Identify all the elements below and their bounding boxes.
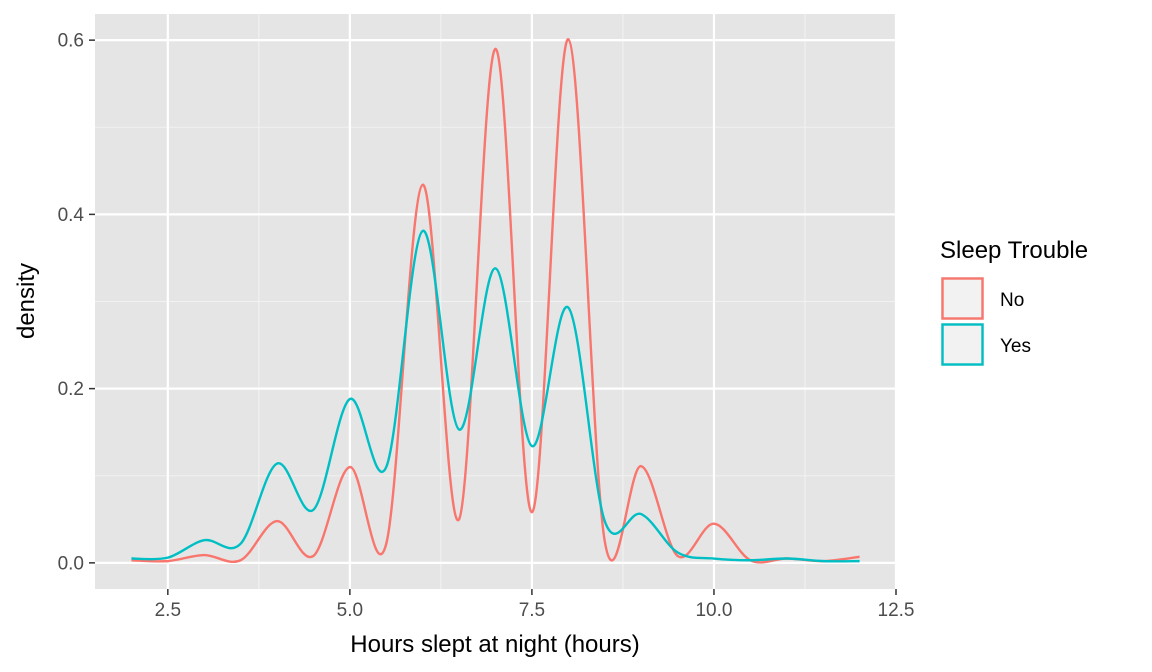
minor-grid	[95, 14, 896, 589]
y-tick-label: 0.6	[58, 31, 84, 52]
x-axis: 2.5 5.0 7.5 10.0 12.5	[155, 589, 915, 621]
legend-label: No	[1000, 290, 1024, 311]
legend: Sleep Trouble No Yes	[940, 237, 1088, 366]
legend-label: Yes	[1000, 336, 1031, 357]
x-tick-label: 12.5	[878, 600, 915, 621]
x-tick-label: 10.0	[695, 600, 732, 621]
y-axis-title: density	[13, 263, 40, 339]
density-line-no	[131, 38, 860, 564]
major-grid	[95, 14, 898, 589]
y-tick-label: 0.2	[58, 379, 84, 400]
y-tick-label: 0.4	[58, 205, 85, 226]
legend-key	[941, 323, 984, 366]
series-lines	[131, 38, 860, 564]
legend-title: Sleep Trouble	[940, 237, 1088, 264]
legend-key	[941, 277, 984, 320]
density-line-yes	[131, 229, 860, 563]
legend-item-yes: Yes	[941, 323, 1031, 366]
x-tick-label: 2.5	[155, 600, 181, 621]
y-tick-label: 0.0	[58, 553, 84, 574]
x-tick-label: 5.0	[337, 600, 363, 621]
legend-key-background	[941, 323, 984, 366]
legend-item-no: No	[941, 277, 1024, 320]
y-axis: 0.0 0.2 0.4 0.6	[58, 31, 95, 574]
x-axis-title: Hours slept at night (hours)	[350, 631, 639, 658]
x-tick-label: 7.5	[519, 600, 545, 621]
legend-key-background	[941, 277, 984, 320]
